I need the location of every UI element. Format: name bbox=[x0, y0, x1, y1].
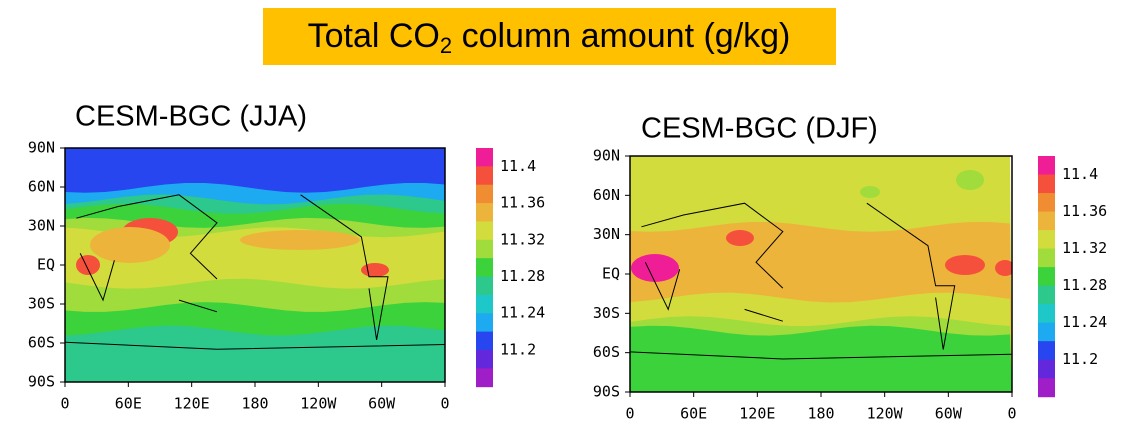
lon-label: 120W bbox=[867, 405, 904, 423]
colorbar-label: 11.28 bbox=[1062, 276, 1107, 294]
lon-label: 60E bbox=[680, 405, 707, 423]
colorbar-swatch bbox=[476, 313, 493, 333]
colorbar-label: 11.4 bbox=[1062, 165, 1098, 183]
colorbar-swatch bbox=[476, 258, 493, 278]
colorbar-swatch bbox=[1038, 285, 1055, 305]
colorbar-swatch bbox=[476, 184, 493, 204]
colorbar-swatch bbox=[1038, 248, 1055, 268]
lon-label: 120W bbox=[300, 395, 337, 413]
panel-title: CESM-BGC (JJA) bbox=[75, 101, 307, 133]
colorbar-swatch bbox=[476, 203, 493, 222]
map-field bbox=[630, 156, 1012, 392]
colorbar-swatch bbox=[476, 331, 493, 351]
contour-blob bbox=[726, 230, 754, 246]
colorbar-swatch bbox=[476, 166, 493, 186]
colorbar-label: 11.24 bbox=[500, 304, 545, 322]
colorbar-swatch bbox=[1038, 174, 1055, 194]
colorbar-swatch bbox=[476, 349, 493, 369]
lon-label: 0 bbox=[625, 405, 634, 423]
contour-blob bbox=[76, 255, 100, 275]
colorbar-label: 11.2 bbox=[1062, 350, 1098, 368]
colorbar-label: 11.2 bbox=[500, 340, 536, 358]
title-text: Total CO bbox=[308, 17, 440, 55]
lat-label: 30N bbox=[28, 217, 55, 235]
colorbar-swatch bbox=[1038, 341, 1055, 361]
lat-label: 60N bbox=[593, 186, 620, 204]
contour-blob bbox=[945, 255, 985, 275]
colorbar-label: 11.24 bbox=[1062, 313, 1107, 331]
lon-label: 0 bbox=[440, 395, 449, 413]
colorbar-swatch bbox=[1038, 156, 1055, 176]
colorbar-swatch bbox=[1038, 230, 1055, 250]
lat-label: 60N bbox=[28, 178, 55, 196]
coastline bbox=[65, 194, 445, 350]
colorbar-swatch bbox=[1038, 322, 1055, 342]
colorbar-swatch bbox=[1038, 378, 1055, 398]
lat-label: EQ bbox=[602, 265, 620, 283]
colorbar-label: 11.36 bbox=[500, 194, 545, 212]
lon-label: 60E bbox=[115, 395, 142, 413]
lon-label: 180 bbox=[807, 405, 834, 423]
contour-blob bbox=[956, 170, 984, 190]
colorbar-label: 11.32 bbox=[500, 230, 545, 248]
colorbar-swatch bbox=[1038, 304, 1055, 324]
lon-label: 0 bbox=[60, 395, 69, 413]
colorbar-label: 11.32 bbox=[1062, 239, 1107, 257]
map-field bbox=[65, 148, 445, 382]
colorbar-label: 11.4 bbox=[500, 157, 536, 175]
colorbar-label: 11.36 bbox=[1062, 202, 1107, 220]
lon-label: 60W bbox=[368, 395, 396, 413]
colorbar-swatch bbox=[476, 276, 493, 296]
lat-label: 30S bbox=[593, 304, 620, 322]
contour-blob bbox=[240, 230, 360, 250]
figure-title: Total CO2 column amount (g/kg) bbox=[308, 17, 791, 58]
panel-title: CESM-BGC (DJF) bbox=[641, 113, 878, 145]
contour-blob bbox=[631, 254, 679, 282]
title-tail: column amount (g/kg) bbox=[452, 17, 790, 55]
lat-label: 90N bbox=[593, 147, 620, 165]
lat-label: 90S bbox=[593, 383, 620, 401]
lon-label: 0 bbox=[1007, 405, 1016, 423]
lon-label: 120E bbox=[174, 395, 210, 413]
lat-label: 30S bbox=[28, 295, 55, 313]
lat-label: 30N bbox=[593, 225, 620, 243]
colorbar-swatch bbox=[476, 148, 493, 167]
colorbar-swatch bbox=[476, 368, 493, 388]
contour-band bbox=[65, 325, 445, 382]
contour-blob bbox=[361, 263, 389, 277]
colorbar-swatch bbox=[476, 239, 493, 259]
lat-label: 90N bbox=[28, 139, 55, 157]
contour-blob bbox=[90, 227, 170, 263]
title-box bbox=[263, 8, 836, 65]
colorbar-swatch bbox=[1038, 193, 1055, 213]
colorbar-swatch bbox=[1038, 359, 1055, 379]
colorbar-label: 11.28 bbox=[500, 267, 545, 285]
contour-blob bbox=[860, 186, 880, 198]
lon-label: 120E bbox=[739, 405, 775, 423]
lat-label: EQ bbox=[37, 256, 55, 274]
contour-blob bbox=[995, 260, 1012, 276]
title-subscript: 2 bbox=[440, 33, 452, 58]
lon-label: 60W bbox=[935, 405, 963, 423]
colorbar-swatch bbox=[476, 221, 493, 241]
lat-label: 60S bbox=[593, 343, 620, 361]
lat-label: 90S bbox=[28, 373, 55, 391]
colorbar-swatch bbox=[1038, 267, 1055, 287]
contour-band bbox=[630, 325, 1012, 392]
lat-label: 60S bbox=[28, 334, 55, 352]
colorbar-swatch bbox=[1038, 211, 1055, 231]
coastline bbox=[630, 202, 1012, 360]
colorbar-swatch bbox=[476, 294, 493, 314]
lon-label: 180 bbox=[241, 395, 268, 413]
